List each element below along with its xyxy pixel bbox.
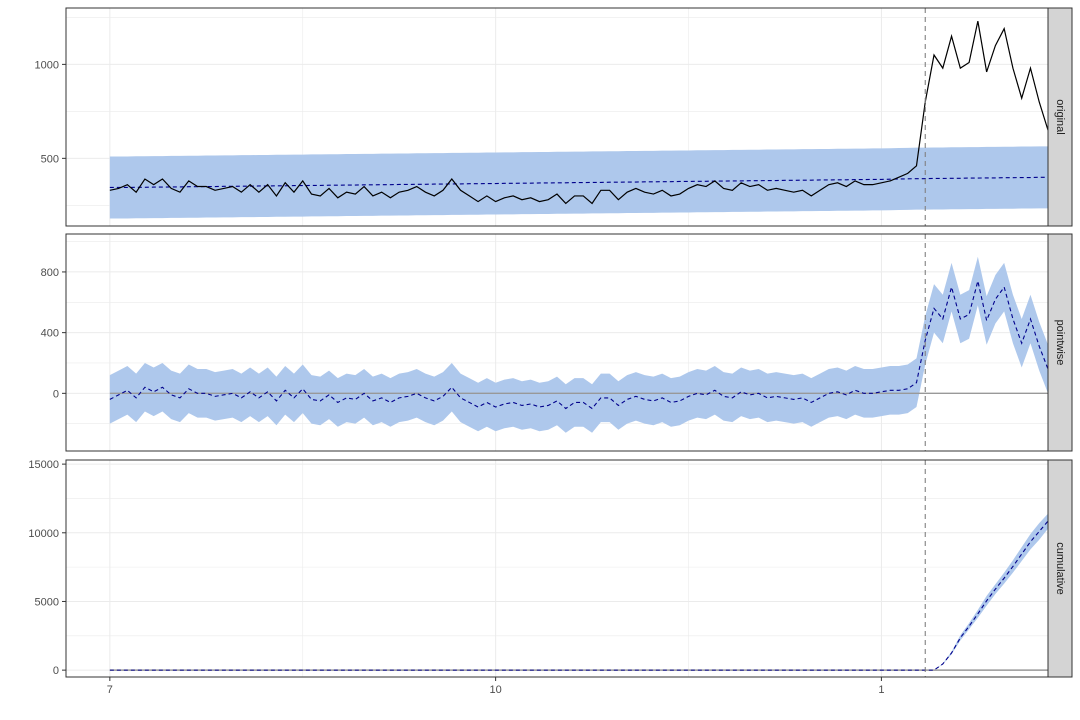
x-tick-label: 10: [490, 684, 502, 696]
panel-cumulative-plot-area: [66, 460, 1048, 677]
panel-pointwise-plot-area: [66, 234, 1048, 451]
panel-border: [65, 459, 1049, 678]
panel-original-plot-area: [66, 8, 1048, 226]
y-tick-label: 800: [41, 267, 59, 279]
y-tick-label: 400: [41, 328, 59, 340]
y-tick-label: 15000: [28, 459, 59, 471]
panel-cumulative: 0 5000 10000 15000 cumulative: [28, 459, 1073, 678]
y-tick-label: 0: [53, 388, 59, 400]
x-tick-label: 7: [107, 684, 113, 696]
panel-original: 500 1000 original: [35, 7, 1073, 227]
y-tick-label: 0: [53, 665, 59, 677]
panel-pointwise: 0 400 800 pointwise: [41, 233, 1073, 452]
facet-strip-label: cumulative: [1054, 542, 1066, 595]
pointwise-effect-line: [109, 280, 1048, 410]
cumulative-effect-line: [109, 520, 1048, 671]
y-tick-label: 500: [41, 153, 59, 165]
facet-strip-cumulative: [1047, 459, 1073, 678]
y-tick-label: 1000: [35, 59, 59, 71]
confidence-band: [109, 256, 1048, 433]
x-tick-label: 1: [878, 684, 884, 696]
facet-strip-pointwise: [1047, 233, 1073, 452]
observed-series-line: [109, 21, 1048, 205]
facet-strip-label: original: [1054, 99, 1066, 134]
y-tick-label: 5000: [35, 596, 59, 608]
confidence-band: [934, 513, 1048, 671]
y-tick-label: 10000: [28, 528, 59, 540]
predicted-series-line: [109, 176, 1048, 189]
facet-strip-label: pointwise: [1054, 320, 1066, 366]
facet-strip-original: [1047, 7, 1073, 227]
